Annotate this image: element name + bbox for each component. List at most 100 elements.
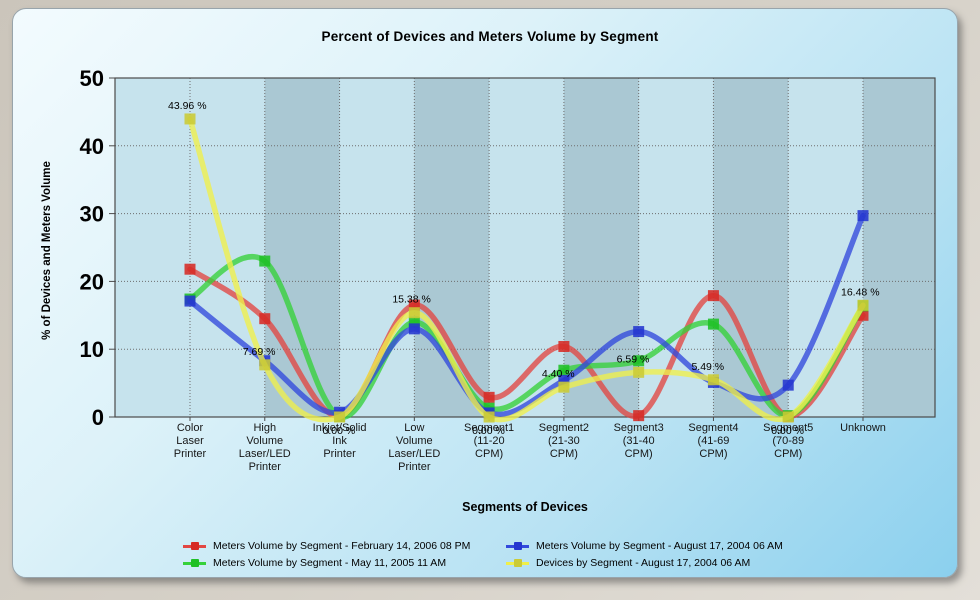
x-category-label: CPM): [475, 448, 503, 460]
x-category-label: (41-69: [698, 435, 730, 447]
legend-item-3[interactable]: Devices by Segment - August 17, 2004 06 …: [506, 557, 750, 569]
x-category-label: Segment4: [688, 422, 738, 434]
legend-label: Meters Volume by Segment - August 17, 20…: [536, 540, 783, 552]
series-marker-0: [707, 290, 719, 302]
series-marker-2: [782, 379, 794, 391]
x-category-label: (21-30: [548, 435, 580, 447]
series-marker-1: [259, 255, 271, 267]
series-marker-0: [633, 410, 645, 422]
series-marker-2: [184, 295, 196, 307]
data-point-label: 0.00 %: [771, 425, 804, 437]
x-category-label: Laser/LED: [239, 448, 291, 460]
legend-item-0[interactable]: Meters Volume by Segment - February 14, …: [183, 540, 470, 552]
series-marker-0: [857, 309, 869, 321]
x-category-label: Inkjet/Solid: [313, 422, 367, 434]
x-category-label: Unknown: [840, 422, 886, 434]
plot-band-dark: [863, 78, 935, 417]
x-category-label: Segment5: [763, 422, 813, 434]
x-category-label: Laser: [176, 435, 204, 447]
legend-line-marker-icon: [506, 559, 529, 567]
series-marker-3: [558, 381, 570, 393]
series-marker-1: [558, 364, 570, 376]
y-tick-label: 30: [80, 202, 104, 227]
chart-title: Percent of Devices and Meters Volume by …: [321, 29, 659, 44]
series-marker-0: [184, 263, 196, 275]
legend-label: Meters Volume by Segment - February 14, …: [213, 540, 471, 552]
x-category-label: CPM): [774, 448, 802, 460]
series-marker-3: [259, 359, 271, 371]
x-category-label: Volume: [246, 435, 283, 447]
x-category-label: Printer: [174, 448, 207, 460]
y-tick-label: 10: [80, 337, 104, 362]
series-marker-0: [483, 391, 495, 403]
x-category-label: CPM): [699, 448, 727, 460]
data-point-label: 0.00 %: [472, 425, 505, 437]
data-point-label: 0.00 %: [323, 425, 356, 437]
x-category-label: Printer: [323, 448, 356, 460]
x-category-label: CPM): [625, 448, 653, 460]
series-marker-3: [334, 411, 346, 423]
legend-line-marker-icon: [506, 542, 529, 550]
plot-band-dark: [264, 78, 340, 417]
legend-label: Devices by Segment - August 17, 2004 06 …: [536, 557, 751, 569]
series-marker-2: [558, 374, 570, 386]
legend-line-marker-icon: [183, 542, 206, 550]
x-category-label: CPM): [550, 448, 578, 460]
x-category-label: Segment3: [614, 422, 664, 434]
data-point-label: 16.48 %: [841, 286, 880, 298]
series-line-2: [187, 212, 866, 418]
data-point-label: 43.96 %: [168, 100, 207, 112]
data-point-label: 5.49 %: [691, 361, 724, 373]
series-marker-3: [633, 366, 645, 378]
series-marker-2: [408, 323, 420, 335]
x-category-label: Laser/LED: [388, 448, 440, 460]
data-point-label: 7.69 %: [243, 346, 276, 358]
legend-item-1[interactable]: Meters Volume by Segment - May 11, 2005 …: [183, 557, 446, 569]
series-line-1: [187, 253, 866, 420]
x-category-label: Volume: [396, 435, 433, 447]
data-point-label: 4.40 %: [542, 368, 575, 380]
x-category-label: (31-40: [623, 435, 655, 447]
series-marker-0: [408, 299, 420, 311]
legend-label: Meters Volume by Segment - May 11, 2005 …: [213, 557, 447, 569]
y-tick-label: 0: [92, 405, 104, 430]
x-category-label: Ink: [332, 435, 347, 447]
series-marker-1: [707, 318, 719, 330]
series-marker-0: [259, 313, 271, 325]
plot-band-dark: [563, 78, 639, 417]
y-tick-label: 50: [80, 66, 104, 91]
x-category-label: (11-20: [474, 435, 505, 447]
y-tick-label: 20: [80, 269, 104, 294]
series-marker-1: [633, 355, 645, 367]
plot-band-light: [115, 78, 935, 417]
series-marker-1: [408, 316, 420, 328]
series-marker-3: [782, 411, 794, 423]
series-marker-3: [408, 307, 420, 319]
legend-line-marker-icon: [183, 559, 206, 567]
x-category-label: Printer: [249, 461, 282, 473]
x-category-label: Printer: [398, 461, 431, 473]
series-marker-2: [633, 326, 645, 338]
series-marker-2: [857, 210, 869, 222]
x-category-label: Color: [177, 422, 204, 434]
x-category-label: Low: [404, 422, 424, 434]
x-category-label: Segment2: [539, 422, 589, 434]
legend-item-2[interactable]: Meters Volume by Segment - August 17, 20…: [506, 540, 783, 552]
series-marker-3: [857, 299, 869, 311]
x-category-label: High: [253, 422, 276, 434]
plot-border: [114, 77, 936, 418]
data-point-label: 6.59 %: [617, 353, 650, 365]
x-category-label: (70-89: [772, 435, 804, 447]
series-marker-0: [558, 340, 570, 352]
series-line-0: [187, 266, 866, 420]
series-marker-3: [707, 374, 719, 386]
x-category-label: Segment1: [464, 422, 514, 434]
series-marker-3: [483, 411, 495, 423]
x-axis-title: Segments of Devices: [462, 500, 588, 514]
plot-band-dark: [713, 78, 789, 417]
y-tick-label: 40: [80, 134, 104, 159]
data-point-label: 15.38 %: [392, 294, 431, 306]
series-marker-3: [184, 113, 196, 125]
